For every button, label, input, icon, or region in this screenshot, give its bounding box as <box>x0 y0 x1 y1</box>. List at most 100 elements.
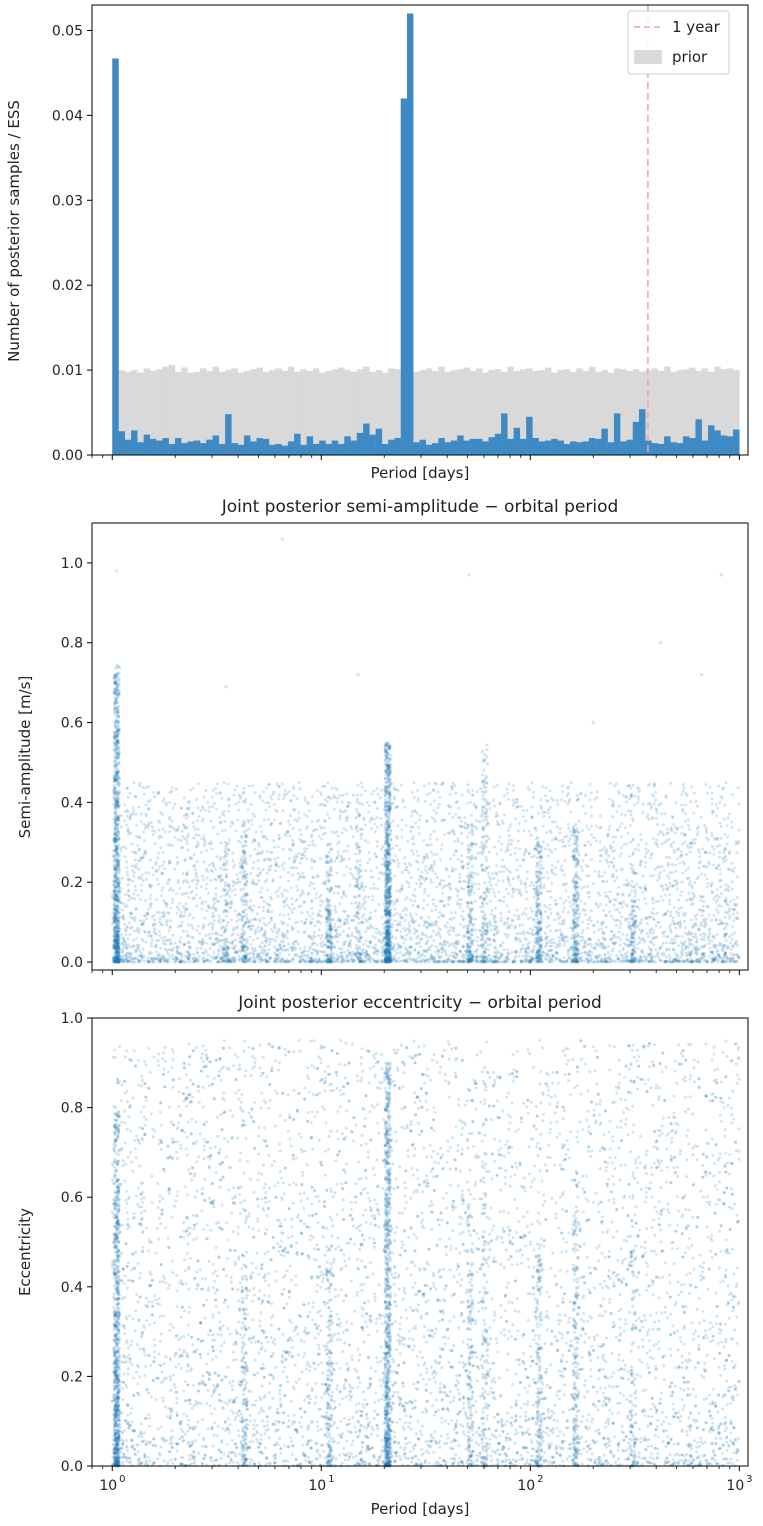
sample-point <box>261 909 265 913</box>
sample-point <box>699 933 702 937</box>
sample-point <box>196 951 200 955</box>
sample-point <box>400 886 404 890</box>
sample-point <box>712 913 716 917</box>
sample-point <box>469 813 473 817</box>
sample-point <box>491 887 495 891</box>
sample-point <box>310 920 314 924</box>
sample-point <box>509 842 513 846</box>
posterior-bar <box>419 439 427 455</box>
sample-point <box>541 824 545 828</box>
sample-point <box>276 845 280 849</box>
sample-point <box>158 946 162 950</box>
sample-point <box>315 789 319 793</box>
sample-point <box>710 831 713 835</box>
legend-prior-label: prior <box>672 48 708 66</box>
sample-point <box>524 907 528 911</box>
sample-point <box>652 912 656 916</box>
sample-point <box>492 876 496 880</box>
sample-point <box>363 789 367 793</box>
sample-point <box>596 959 599 963</box>
sample-point <box>125 956 128 960</box>
sample-point <box>640 838 644 842</box>
sample-point <box>362 818 366 822</box>
sample-point <box>186 954 190 958</box>
sample-point <box>158 865 162 869</box>
sample-point <box>179 941 183 945</box>
sample-point <box>338 817 342 821</box>
sample-point <box>439 928 443 932</box>
sample-point <box>126 795 130 799</box>
sample-point <box>710 890 714 893</box>
sample-point <box>563 906 567 910</box>
sample-point <box>645 815 649 819</box>
sample-point <box>238 959 242 962</box>
sample-point <box>649 915 652 919</box>
sample-point <box>367 895 371 899</box>
sample-point <box>401 800 405 804</box>
sample-point <box>448 928 452 932</box>
sample-point <box>299 833 303 837</box>
sample-point <box>500 865 504 869</box>
sample-point <box>305 847 309 851</box>
sample-point <box>399 934 403 938</box>
y-tick-label: 0.05 <box>52 23 83 39</box>
sample-point <box>233 788 237 792</box>
sample-point <box>296 819 300 823</box>
sample-point <box>646 802 650 806</box>
sample-point <box>593 960 597 964</box>
posterior-bar <box>682 436 690 455</box>
sample-point <box>275 782 279 786</box>
sample-point <box>710 939 714 943</box>
sample-point <box>405 865 409 869</box>
sample-point <box>443 833 447 836</box>
sample-point <box>413 888 417 892</box>
sample-point <box>125 866 129 870</box>
sample-point <box>619 834 623 838</box>
sample-point <box>272 803 276 806</box>
sample-point <box>150 825 154 829</box>
sample-point <box>644 847 648 851</box>
sample-point <box>691 842 695 846</box>
sample-point <box>177 946 180 950</box>
posterior-bar <box>601 428 608 455</box>
sample-point <box>503 932 507 936</box>
sample-point <box>401 909 405 913</box>
sample-point <box>357 887 361 891</box>
sample-point <box>449 959 453 963</box>
sample-point <box>186 832 190 836</box>
sample-point <box>450 911 454 915</box>
sample-point <box>530 781 534 785</box>
sample-point <box>338 919 342 923</box>
sample-point <box>458 876 462 879</box>
sample-point <box>646 952 650 956</box>
sample-point <box>399 930 402 934</box>
sample-point <box>313 935 317 939</box>
sample-point <box>145 911 149 915</box>
sample-point <box>408 956 412 960</box>
sample-point <box>447 896 451 900</box>
sample-point <box>425 948 429 952</box>
sample-point <box>375 825 379 829</box>
sample-point <box>309 960 313 964</box>
sample-point <box>724 933 728 936</box>
sample-point <box>439 935 443 939</box>
sample-point <box>640 959 644 963</box>
sample-point <box>492 933 496 937</box>
sample-point <box>684 912 688 916</box>
prior-bar <box>381 372 389 455</box>
sample-point <box>418 885 422 889</box>
sample-point <box>295 797 299 800</box>
sample-point <box>185 806 189 810</box>
sample-point <box>514 888 518 892</box>
sample-point <box>679 893 683 897</box>
sample-point <box>192 953 196 956</box>
sample-point <box>409 898 413 902</box>
sample-point <box>139 812 143 816</box>
sample-point <box>608 900 612 904</box>
sample-point <box>486 803 490 806</box>
sample-point <box>624 918 628 922</box>
sample-point <box>543 957 547 961</box>
sample-point <box>216 899 219 903</box>
sample-point <box>268 805 272 809</box>
sample-point <box>293 906 296 910</box>
